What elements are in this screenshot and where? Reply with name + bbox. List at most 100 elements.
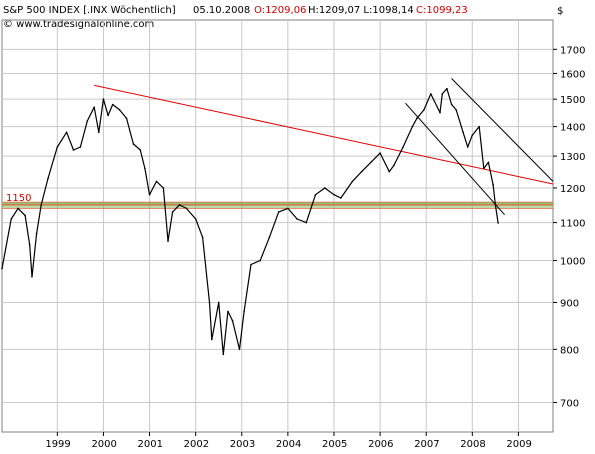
price-point	[144, 167, 146, 170]
price-point	[231, 319, 234, 322]
price-point	[379, 152, 381, 154]
price-point	[208, 301, 211, 304]
x-axis: 1999 2000 2001 2002 2003 2004 2005 2006 2007 2008…	[45, 432, 532, 450]
price-point	[402, 146, 404, 148]
price-point	[268, 236, 271, 239]
x-tick-label: 2001	[138, 439, 163, 450]
price-point	[1, 267, 3, 270]
x-tick-label: 2007	[414, 439, 439, 450]
price-point	[31, 275, 33, 278]
gridlines	[2, 20, 553, 432]
y-tick-label: 1500	[560, 95, 585, 106]
price-point	[314, 193, 317, 196]
price-point	[471, 134, 474, 137]
resistance-trendline	[94, 84, 554, 185]
price-point	[388, 170, 391, 173]
price-point	[250, 263, 252, 266]
y-axis: 700 800 900 1000 1100 1200 1300 1400 1500 1600 170…	[553, 45, 585, 410]
y-tick-label: 1600	[560, 69, 585, 80]
price-point	[28, 244, 31, 246]
price-point	[497, 222, 499, 224]
y-tick-label: 900	[560, 298, 579, 309]
price-point	[148, 193, 151, 196]
plot-frame	[1, 19, 554, 433]
price-point	[455, 109, 457, 111]
price-series	[1, 87, 499, 356]
price-point	[287, 207, 289, 210]
support-band	[2, 201, 553, 209]
price-point	[107, 114, 109, 117]
price-point	[441, 93, 444, 95]
header-symbol: S&P 500 INDEX [.INX Wöchentlich]	[3, 5, 176, 16]
price-point	[217, 301, 220, 304]
price-point	[102, 98, 105, 100]
trend-lines	[94, 78, 554, 216]
price-point	[305, 221, 308, 224]
price-point	[492, 183, 494, 186]
price-point	[296, 218, 298, 220]
price-point	[277, 211, 280, 213]
price-point	[478, 125, 481, 128]
price-point	[125, 117, 128, 119]
x-tick-label: 2009	[506, 439, 531, 450]
price-point	[370, 161, 372, 164]
channel-upper-line	[451, 78, 554, 182]
price-point	[462, 131, 464, 134]
x-tick-label: 1999	[45, 439, 70, 450]
price-point	[171, 211, 174, 213]
price-point	[155, 180, 158, 183]
price-point	[351, 180, 354, 183]
price-point	[446, 87, 448, 90]
price-point	[227, 310, 229, 313]
price-point	[393, 164, 395, 167]
header-hlc: H:1209,07 L:1098,14	[308, 5, 414, 16]
currency-label: $	[557, 6, 563, 17]
y-tick-label: 1700	[560, 45, 585, 56]
price-point	[167, 240, 169, 242]
price-point	[430, 93, 432, 95]
y-tick-label: 1200	[560, 184, 585, 195]
price-point	[360, 170, 363, 173]
price-point	[10, 218, 13, 220]
y-tick-label: 800	[560, 345, 579, 356]
header-date: 05.10.2008	[193, 5, 250, 16]
price-point	[487, 161, 490, 164]
price-point	[178, 204, 181, 206]
price-point	[132, 143, 135, 145]
price-point	[72, 149, 75, 151]
header-close: C:1099,23	[416, 5, 468, 16]
price-point	[17, 207, 19, 210]
y-tick-label: 1000	[560, 257, 585, 268]
price-point	[47, 177, 49, 179]
x-tick-label: 2008	[460, 439, 485, 450]
x-tick-label: 2004	[276, 439, 301, 450]
price-point	[162, 187, 165, 189]
price-point	[259, 259, 262, 262]
price-point	[40, 204, 42, 206]
header-open: O:1209,06	[254, 5, 306, 16]
price-point	[35, 232, 38, 235]
price-point	[222, 353, 225, 356]
price-point	[439, 111, 441, 114]
price-point	[24, 214, 26, 217]
price-point	[98, 131, 100, 134]
price-point	[194, 218, 197, 220]
x-tick-label: 2006	[368, 439, 393, 450]
price-point	[118, 109, 121, 111]
support-band-lower	[2, 204, 553, 209]
price-point	[185, 207, 188, 210]
price-point	[111, 103, 114, 106]
header-copyright: © www.tradesignalonline.com	[3, 19, 154, 30]
y-tick-label: 1100	[560, 219, 585, 230]
price-point	[423, 109, 425, 111]
price-point	[243, 310, 245, 313]
price-point	[450, 103, 453, 106]
price-point	[56, 146, 59, 148]
x-tick-label: 2005	[322, 439, 347, 450]
x-tick-label: 2003	[230, 439, 255, 450]
price-point	[86, 120, 89, 122]
x-tick-label: 2002	[184, 439, 209, 450]
